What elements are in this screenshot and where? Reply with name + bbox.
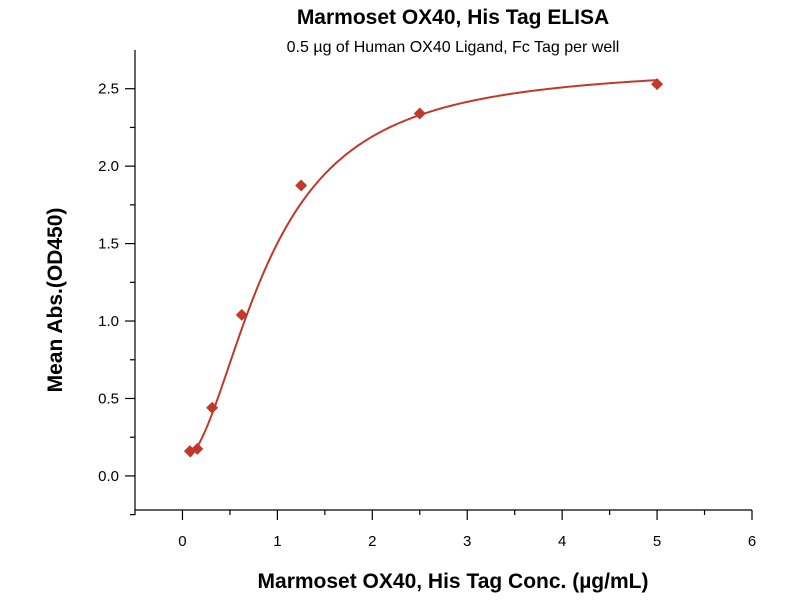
data-point: [235, 308, 248, 321]
chart-subtitle: 0.5 µg of Human OX40 Ligand, Fc Tag per …: [287, 39, 620, 56]
x-tick-label: 2: [368, 533, 376, 550]
x-tick-label: 3: [463, 533, 471, 550]
data-point: [413, 107, 426, 120]
x-tick-label: 4: [558, 533, 566, 550]
data-point: [191, 442, 204, 455]
data-point: [206, 401, 219, 414]
y-axis-label: Mean Abs.(OD450): [44, 208, 67, 393]
y-axis-ticks: 0.0 0.5 1.0 1.5 2.0 2.5: [98, 81, 135, 516]
x-tick-label: 1: [273, 533, 281, 550]
y-tick-label: 1.5: [98, 236, 119, 253]
data-point: [651, 78, 664, 91]
data-points: [183, 78, 664, 458]
x-tick-label: 5: [653, 533, 661, 550]
chart-title: Marmoset OX40, His Tag ELISA: [297, 6, 609, 29]
y-tick-label: 2.0: [98, 158, 119, 175]
x-tick-label: 6: [748, 533, 756, 550]
x-axis-label: Marmoset OX40, His Tag Conc. (µg/mL): [258, 570, 649, 593]
y-tick-label: 0.5: [98, 390, 119, 407]
x-axis-ticks: 0 1 2 3 4 5 6: [134, 510, 756, 550]
data-point: [295, 179, 308, 192]
y-tick-label: 0.0: [98, 468, 119, 485]
y-tick-label: 2.5: [98, 81, 119, 98]
x-tick-label: 0: [178, 533, 186, 550]
fit-curve: [189, 79, 658, 458]
y-tick-label: 1.0: [98, 313, 119, 330]
